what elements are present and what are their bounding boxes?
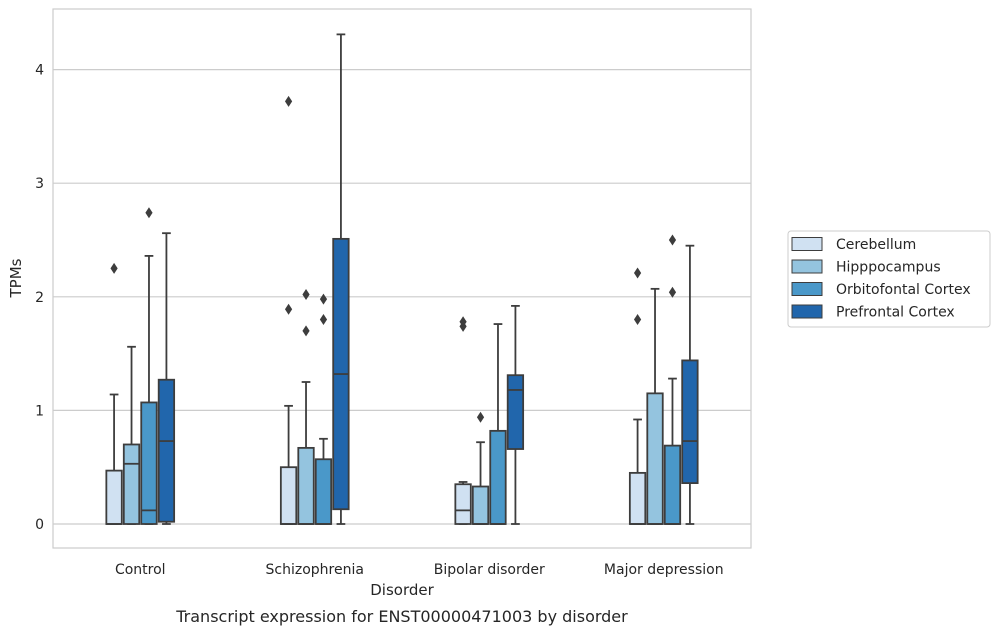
box-prefrontal-cortex [332, 33, 350, 525]
x-axis-ticks: Control Schizophrenia Bipolar disorder Majo… [115, 562, 724, 578]
y-tick-label: 0 [35, 517, 44, 533]
outlier-point [633, 314, 642, 326]
legend-entry-label: Prefrontal Cortex [836, 305, 955, 321]
x-axis-label: Disorder [370, 581, 434, 599]
box-body [454, 483, 472, 525]
legend-swatch [791, 304, 823, 319]
outlier-point [110, 262, 118, 274]
box-body [157, 378, 176, 523]
box-body [471, 485, 490, 525]
box-body [628, 471, 647, 525]
box-body [646, 392, 664, 525]
box-orbitofontal-cortex [314, 293, 333, 525]
outlier-point [459, 316, 467, 328]
gridlines [53, 68, 751, 525]
outlier-point [319, 293, 328, 305]
x-category-label: Control [115, 562, 166, 578]
y-axis-label: TPMs [7, 258, 25, 298]
box-hipppocampus [471, 411, 490, 525]
box-body [314, 458, 333, 525]
box-orbitofontal-cortex [140, 207, 158, 525]
y-tick-label: 4 [35, 63, 44, 79]
chart-caption: Transcript expression for ENST0000047100… [175, 607, 628, 626]
x-category-label: Bipolar disorder [434, 562, 545, 578]
box-cerebellum [279, 95, 298, 525]
boxes [105, 33, 699, 525]
legend: Cerebellum Hipppocampus Orbitofontal Corte… [787, 230, 991, 328]
y-tick-label: 1 [35, 403, 44, 419]
outlier-point [284, 303, 293, 315]
box-prefrontal-cortex [157, 232, 176, 525]
outlier-point [319, 314, 328, 326]
box-body [681, 359, 699, 485]
box-cerebellum [628, 267, 647, 525]
box-hipppocampus [122, 345, 141, 525]
outlier-point [476, 411, 485, 423]
box-orbitofontal-cortex [663, 234, 682, 525]
outlier-point [668, 286, 677, 298]
outlier-point [284, 95, 293, 107]
box-body [663, 444, 682, 525]
x-category-label: Schizophrenia [266, 562, 364, 578]
outlier-point [302, 325, 310, 337]
legend-entry-label: Hipppocampus [836, 260, 941, 276]
legend-entry-label: Cerebellum [836, 237, 916, 253]
box-body [279, 466, 298, 525]
box-prefrontal-cortex [681, 244, 699, 525]
box-orbitofontal-cortex [489, 323, 507, 525]
y-tick-label: 3 [35, 176, 44, 192]
box-body [140, 401, 158, 525]
legend-frame [787, 230, 991, 328]
x-category-label: Major depression [604, 562, 724, 578]
box-cerebellum [105, 262, 123, 525]
outlier-point [668, 234, 677, 246]
box-body [489, 429, 507, 525]
box-body [122, 443, 141, 525]
box-cerebellum [454, 316, 472, 525]
legend-entry-label: Orbitofontal Cortex [836, 282, 971, 298]
plot-area-frame [52, 8, 752, 549]
box-body [506, 374, 525, 450]
y-axis-ticks: 0 1 2 3 4 [35, 63, 44, 533]
box-hipppocampus [297, 289, 315, 525]
outlier-point [633, 267, 642, 279]
legend-swatch [791, 282, 823, 296]
box-body [297, 446, 315, 525]
y-tick-label: 2 [35, 290, 44, 306]
box-prefrontal-cortex [506, 304, 525, 525]
legend-swatch [791, 259, 823, 274]
legend-swatch [791, 237, 823, 251]
outlier-point [302, 289, 310, 301]
box-body [105, 469, 123, 525]
outlier-point [145, 207, 153, 219]
box-hipppocampus [646, 287, 664, 525]
